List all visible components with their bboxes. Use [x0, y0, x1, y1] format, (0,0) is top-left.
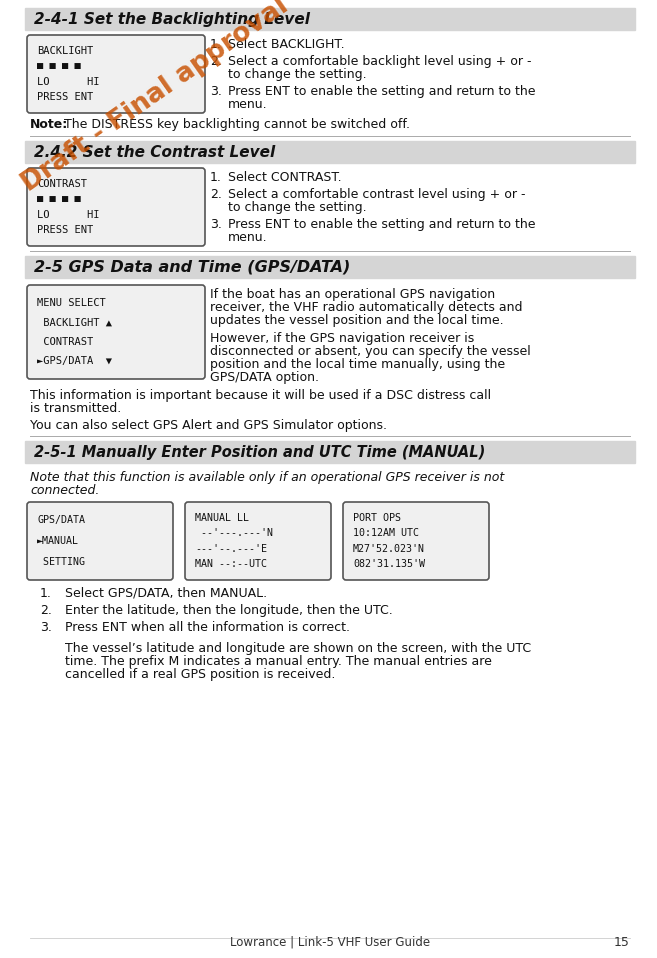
Text: updates the vessel position and the local time.: updates the vessel position and the loca… [210, 314, 504, 327]
Text: ---'--.---'E: ---'--.---'E [195, 544, 267, 554]
FancyBboxPatch shape [27, 168, 205, 246]
Text: MAN --:--UTC: MAN --:--UTC [195, 559, 267, 569]
Text: disconnected or absent, you can specify the vessel: disconnected or absent, you can specify … [210, 345, 531, 358]
Bar [25, 141, 635, 163]
FancyBboxPatch shape [343, 502, 489, 580]
Text: 2-5-1 Manually Enter Position and UTC Time (MANUAL): 2-5-1 Manually Enter Position and UTC Ti… [34, 445, 486, 460]
Text: 2.4.2 Set the Contrast Level: 2.4.2 Set the Contrast Level [34, 145, 275, 159]
Text: Lowrance | Link-5 VHF User Guide: Lowrance | Link-5 VHF User Guide [230, 936, 430, 948]
Text: SETTING: SETTING [37, 557, 85, 567]
Text: 1.: 1. [210, 38, 222, 51]
Text: Enter the latitude, then the longitude, then the UTC.: Enter the latitude, then the longitude, … [65, 604, 393, 617]
Text: 2-5 GPS Data and Time (GPS/DATA): 2-5 GPS Data and Time (GPS/DATA) [34, 260, 350, 275]
Text: 3.: 3. [210, 218, 222, 231]
Text: GPS/DATA option.: GPS/DATA option. [210, 371, 319, 384]
Text: 1.: 1. [210, 171, 222, 184]
Text: 082'31.135'W: 082'31.135'W [353, 559, 425, 569]
Text: LO      HI: LO HI [37, 210, 99, 219]
Text: connected.: connected. [30, 484, 99, 497]
Text: time. The prefix M indicates a manual entry. The manual entries are: time. The prefix M indicates a manual en… [65, 655, 492, 668]
Text: ■ ■ ■ ■: ■ ■ ■ ■ [37, 194, 81, 204]
Bar [25, 256, 635, 278]
Text: BACKLIGHT: BACKLIGHT [37, 46, 93, 56]
Text: 2.: 2. [210, 188, 222, 201]
Text: Press ENT to enable the setting and return to the: Press ENT to enable the setting and retu… [228, 218, 535, 231]
Text: The vessel’s latitude and longitude are shown on the screen, with the UTC: The vessel’s latitude and longitude are … [65, 642, 531, 655]
Text: CONTRAST: CONTRAST [37, 337, 93, 347]
Text: BACKLIGHT ▲: BACKLIGHT ▲ [37, 317, 112, 328]
Text: Press ENT to enable the setting and return to the: Press ENT to enable the setting and retu… [228, 85, 535, 98]
FancyBboxPatch shape [27, 285, 205, 379]
Text: Press ENT when all the information is correct.: Press ENT when all the information is co… [65, 621, 350, 634]
Text: 2.: 2. [210, 55, 222, 68]
Text: to change the setting.: to change the setting. [228, 68, 367, 81]
Text: ■ ■ ■ ■: ■ ■ ■ ■ [37, 61, 81, 71]
Text: 15: 15 [614, 936, 630, 948]
Text: menu.: menu. [228, 98, 267, 111]
Text: 1.: 1. [40, 587, 52, 600]
Text: ►MANUAL: ►MANUAL [37, 536, 79, 546]
Text: Note that this function is available only if an operational GPS receiver is not: Note that this function is available onl… [30, 471, 505, 484]
Text: to change the setting.: to change the setting. [228, 201, 367, 214]
FancyBboxPatch shape [27, 35, 205, 113]
Text: cancelled if a real GPS position is received.: cancelled if a real GPS position is rece… [65, 668, 335, 681]
Text: 3.: 3. [40, 621, 52, 634]
Text: However, if the GPS navigation receiver is: However, if the GPS navigation receiver … [210, 332, 474, 345]
Text: PORT OPS: PORT OPS [353, 513, 401, 523]
Text: Select GPS/DATA, then MANUAL.: Select GPS/DATA, then MANUAL. [65, 587, 267, 600]
Text: MENU SELECT: MENU SELECT [37, 298, 106, 308]
Text: GPS/DATA: GPS/DATA [37, 515, 85, 525]
Text: menu.: menu. [228, 231, 267, 244]
Text: M27'52.023'N: M27'52.023'N [353, 544, 425, 554]
Text: ►GPS/DATA  ▼: ►GPS/DATA ▼ [37, 356, 112, 366]
Text: position and the local time manually, using the: position and the local time manually, us… [210, 358, 505, 371]
Text: PRESS ENT: PRESS ENT [37, 225, 93, 236]
Text: 3.: 3. [210, 85, 222, 98]
FancyBboxPatch shape [27, 502, 173, 580]
Text: Draft - Final approval: Draft - Final approval [17, 0, 293, 197]
Text: receiver, the VHF radio automatically detects and: receiver, the VHF radio automatically de… [210, 301, 522, 314]
Text: This information is important because it will be used if a DSC distress call: This information is important because it… [30, 389, 491, 402]
Text: Select a comfortable contrast level using + or -: Select a comfortable contrast level usin… [228, 188, 526, 201]
Text: 2.: 2. [40, 604, 52, 617]
Bar [25, 441, 635, 463]
Text: --'---.---'N: --'---.---'N [195, 528, 273, 538]
Text: Select a comfortable backlight level using + or -: Select a comfortable backlight level usi… [228, 55, 532, 68]
Text: 2-4-1 Set the Backlighting Level: 2-4-1 Set the Backlighting Level [34, 11, 310, 27]
Text: PRESS ENT: PRESS ENT [37, 92, 93, 103]
Text: MANUAL LL: MANUAL LL [195, 513, 249, 523]
Text: You can also select GPS Alert and GPS Simulator options.: You can also select GPS Alert and GPS Si… [30, 419, 387, 432]
Text: LO      HI: LO HI [37, 77, 99, 87]
Text: If the boat has an operational GPS navigation: If the boat has an operational GPS navig… [210, 288, 495, 301]
Text: Select BACKLIGHT.: Select BACKLIGHT. [228, 38, 345, 51]
Text: 10:12AM UTC: 10:12AM UTC [353, 528, 419, 538]
Bar [25, 8, 635, 30]
Text: Note:: Note: [30, 118, 68, 131]
FancyBboxPatch shape [185, 502, 331, 580]
Text: is transmitted.: is transmitted. [30, 402, 122, 415]
Text: The DISTRESS key backlighting cannot be switched off.: The DISTRESS key backlighting cannot be … [60, 118, 410, 131]
Text: Select CONTRAST.: Select CONTRAST. [228, 171, 342, 184]
Text: CONTRAST: CONTRAST [37, 179, 87, 189]
